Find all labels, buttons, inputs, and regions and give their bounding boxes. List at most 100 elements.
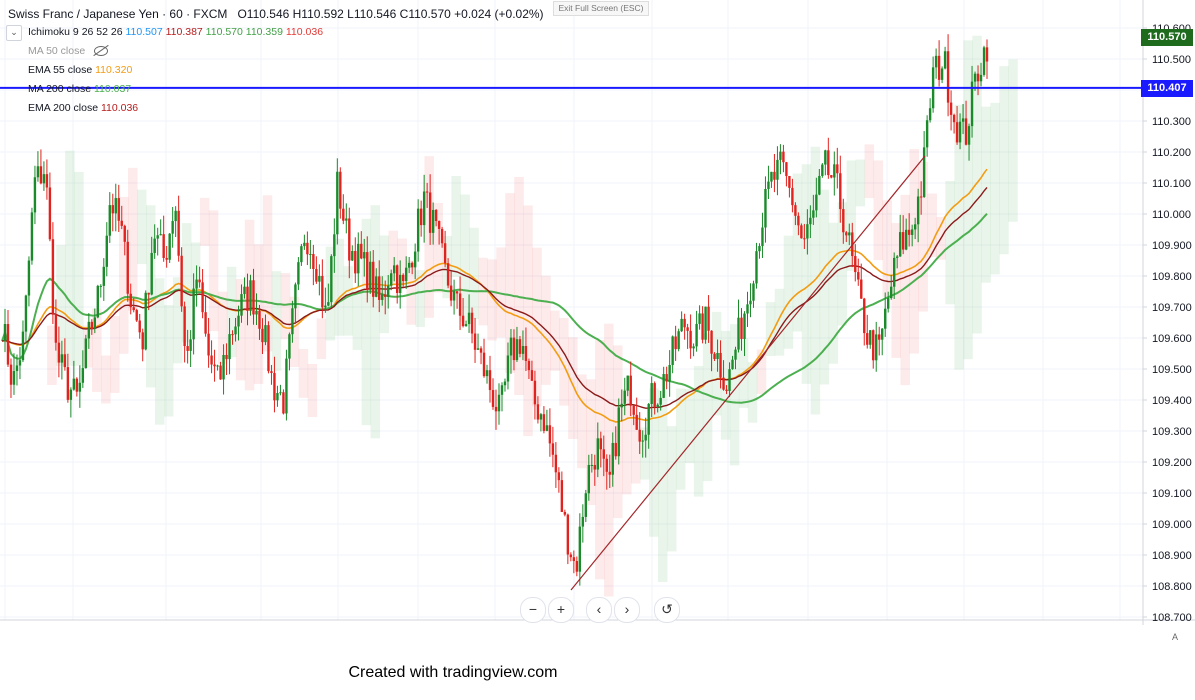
zoom-in-button[interactable]: +	[548, 597, 574, 623]
candle-body	[961, 118, 965, 122]
candle-body	[928, 108, 932, 121]
cloud-segment	[451, 176, 461, 277]
candle-body	[54, 314, 58, 343]
cloud-segment	[235, 279, 246, 381]
candle	[195, 265, 198, 307]
ema-200-line	[1, 186, 988, 409]
auto-scale-button[interactable]: A	[1171, 632, 1178, 642]
candle-body	[42, 174, 46, 184]
candle	[276, 385, 279, 407]
candle-body	[728, 369, 731, 391]
y-tick-label: 108.700	[1152, 612, 1192, 624]
candle-body	[662, 374, 665, 398]
indicator-row[interactable]: MA 50 close	[28, 45, 109, 57]
candle	[27, 256, 31, 307]
candle	[243, 277, 246, 299]
y-tick-label: 109.200	[1152, 457, 1192, 469]
candle-body	[258, 310, 261, 329]
candle	[410, 261, 414, 275]
candle	[207, 317, 210, 368]
candle-body	[24, 295, 28, 332]
candle	[572, 550, 576, 574]
candle	[815, 177, 818, 218]
candle	[758, 243, 761, 259]
cloud-segment	[622, 388, 632, 495]
candle	[219, 361, 222, 380]
cloud-segment	[873, 160, 884, 261]
scroll-back-button[interactable]: ‹	[586, 597, 612, 623]
candle	[743, 311, 746, 357]
candle-body	[827, 150, 830, 176]
candle	[569, 552, 573, 562]
candle-body	[857, 272, 860, 280]
indicator-row[interactable]: Ichimoku 9 26 52 26 110.507 110.387 110.…	[28, 26, 323, 38]
candle	[575, 556, 579, 577]
cloud-segment	[163, 305, 174, 417]
candle	[69, 387, 73, 418]
candle-body	[821, 164, 824, 176]
collapse-legend-button[interactable]: ⌄	[6, 25, 22, 41]
candle-body	[455, 291, 459, 294]
candle-body	[183, 306, 186, 347]
candle	[467, 294, 471, 333]
exit-fullscreen-button[interactable]: Exit Full Screen (ESC)	[553, 1, 649, 16]
candle-body	[93, 317, 97, 329]
cloud-segment	[469, 227, 479, 320]
cloud-segment	[882, 200, 892, 297]
candle	[366, 236, 369, 303]
candle	[878, 326, 881, 356]
candle-body	[970, 81, 974, 127]
cloud-segment	[783, 235, 794, 349]
candle	[198, 266, 201, 288]
scroll-forward-button[interactable]: ›	[614, 597, 640, 623]
candle-body	[464, 324, 468, 327]
candle-body	[791, 187, 794, 206]
candle-body	[898, 232, 902, 257]
ohlc-change: +0.024 (+0.02%)	[454, 7, 544, 21]
candle	[48, 172, 52, 242]
candle-body	[653, 383, 656, 407]
cloud-segment	[433, 202, 443, 293]
candle-body	[958, 121, 962, 143]
indicator-row[interactable]: EMA 200 close 110.036	[28, 102, 138, 114]
hidden-eye-icon[interactable]	[94, 46, 109, 57]
candle	[710, 330, 713, 372]
chart-area[interactable]: 108.700 108.800 108.900 109.000 109.100 109.2…	[0, 0, 1195, 625]
candle	[596, 422, 599, 478]
candle-body	[117, 198, 120, 221]
candle-body	[470, 312, 474, 334]
candle	[587, 454, 591, 501]
candle	[93, 308, 97, 334]
reset-chart-button[interactable]: ↺	[654, 597, 680, 623]
candle-body	[198, 279, 201, 283]
candle-body	[680, 318, 683, 332]
zoom-out-button[interactable]: −	[520, 597, 546, 623]
candle	[443, 230, 447, 268]
candle	[126, 229, 129, 302]
candle	[123, 224, 126, 256]
candle	[431, 202, 435, 245]
candle-body	[752, 283, 755, 301]
candle-body	[312, 254, 315, 270]
candle	[240, 284, 243, 323]
candle-body	[398, 274, 402, 293]
price-chart[interactable]: 108.700 108.800 108.900 109.000 109.100 109.2…	[0, 0, 1195, 625]
candle-body	[973, 73, 977, 82]
candle-body	[656, 404, 659, 407]
candle	[695, 310, 698, 352]
candle	[949, 90, 953, 131]
indicator-row[interactable]: EMA 55 close 110.320	[28, 64, 132, 76]
candle-body	[635, 414, 638, 430]
candle-body	[360, 243, 363, 259]
candle-body	[575, 561, 579, 572]
cloud-segment	[146, 205, 156, 388]
candle-body	[872, 330, 875, 361]
candle	[213, 349, 216, 382]
candle-body	[485, 370, 489, 377]
candle-body	[725, 389, 728, 391]
candle-body	[123, 225, 126, 242]
candle	[428, 174, 432, 245]
candle-body	[69, 389, 73, 400]
candle-body	[467, 312, 471, 325]
indicator-row[interactable]: MA 200 close 110.037	[28, 83, 131, 95]
